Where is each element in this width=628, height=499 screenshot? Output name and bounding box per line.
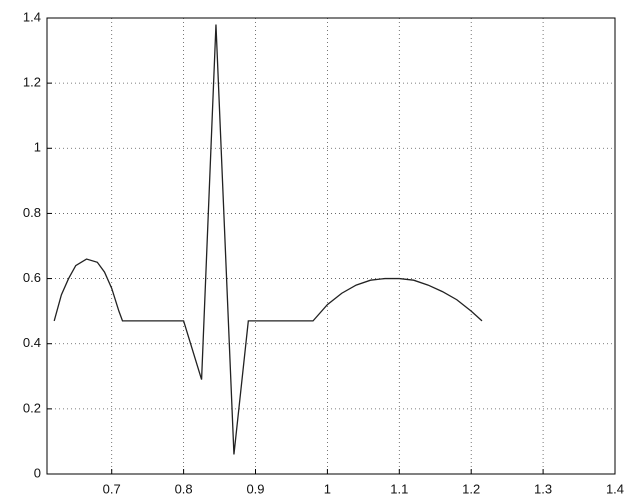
y-tick-label: 1.2	[23, 75, 41, 90]
data-line	[53, 24, 483, 455]
x-tick-label: 0.7	[103, 481, 121, 496]
x-tick-label: 1.2	[462, 481, 480, 496]
x-tick-label: 1.3	[534, 481, 552, 496]
y-tick-label: 0.6	[23, 270, 41, 285]
x-tick-label: 0.9	[246, 481, 264, 496]
x-tick-label: 1.1	[390, 481, 408, 496]
y-tick-label: 0.4	[23, 335, 41, 350]
y-tick-label: 0.2	[23, 400, 41, 415]
y-tick-label: 0	[34, 465, 41, 480]
y-tick-label: 0.8	[23, 205, 41, 220]
axes-box	[46, 17, 616, 475]
y-tick-label: 1.4	[23, 9, 41, 24]
x-tick-label: 0.8	[175, 481, 193, 496]
y-tick-label: 1	[34, 140, 41, 155]
x-tick-label: 1	[324, 481, 331, 496]
x-tick-label: 1.4	[606, 481, 624, 496]
